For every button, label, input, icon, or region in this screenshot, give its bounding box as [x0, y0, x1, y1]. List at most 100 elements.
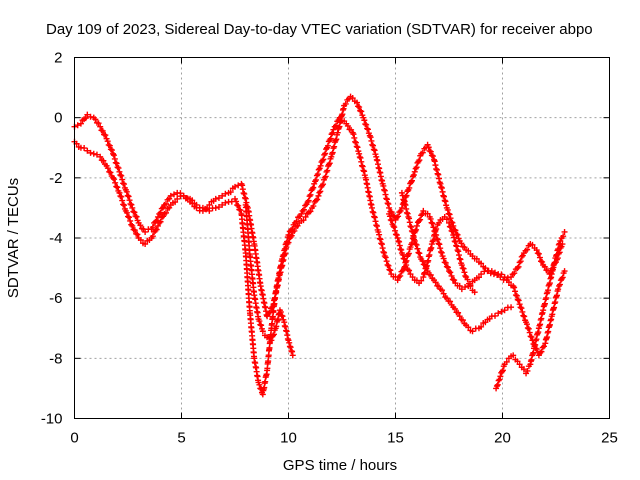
data-point: [442, 198, 449, 205]
data-point: [219, 192, 226, 199]
data-point: [153, 217, 160, 224]
data-point: [417, 216, 424, 223]
data-point: [124, 192, 131, 199]
data-point: [258, 322, 265, 329]
data-point: [406, 215, 413, 222]
data-point: [106, 142, 113, 149]
data-point: [383, 258, 390, 265]
data-point: [371, 214, 378, 221]
data-point: [424, 210, 431, 217]
data-point: [379, 245, 386, 252]
data-point: [361, 117, 368, 124]
data-point: [456, 313, 463, 320]
data-point: [517, 304, 524, 311]
data-point: [324, 167, 331, 174]
data-point: [111, 155, 118, 162]
data-point: [358, 108, 365, 115]
data-point: [385, 262, 392, 269]
data-point: [157, 209, 164, 216]
data-point: [538, 348, 545, 355]
data-point: [116, 189, 123, 196]
data-point: [441, 259, 448, 266]
data-point: [120, 201, 127, 208]
data-point: [354, 144, 361, 151]
data-point: [558, 275, 565, 282]
data-point: [525, 325, 532, 332]
data-point: [219, 201, 226, 208]
data-point: [388, 217, 395, 224]
data-point: [503, 358, 510, 365]
data-point: [535, 250, 542, 257]
data-point: [152, 227, 159, 234]
data-point: [429, 220, 436, 227]
data-point: [353, 99, 360, 106]
data-point: [461, 269, 468, 276]
data-point: [117, 193, 124, 200]
data-point: [93, 151, 100, 158]
data-point: [439, 188, 446, 195]
data-point: [516, 361, 523, 368]
data-point: [556, 281, 563, 288]
data-point: [445, 210, 452, 217]
data-point: [515, 263, 522, 270]
data-point: [212, 195, 219, 202]
data-point: [241, 190, 248, 197]
data-point: [233, 198, 240, 205]
data-point: [409, 177, 416, 184]
data-point: [433, 235, 440, 242]
data-point: [407, 223, 414, 230]
data-point: [406, 184, 413, 191]
data-point: [453, 231, 460, 238]
data-point: [534, 250, 541, 257]
data-point: [515, 297, 522, 304]
data-point: [471, 289, 478, 296]
data-point: [302, 213, 309, 220]
data-point: [310, 203, 317, 210]
data-point: [446, 268, 452, 275]
data-point: [177, 190, 184, 197]
data-point: [369, 208, 376, 215]
data-point: [396, 242, 403, 249]
data-point: [492, 312, 499, 319]
data-point: [107, 169, 114, 176]
data-point: [499, 367, 506, 374]
data-point: [425, 144, 432, 151]
data-point: [193, 204, 200, 211]
data-point: [453, 242, 460, 249]
data-point: [356, 150, 363, 157]
data-point: [426, 147, 433, 154]
data-point: [456, 255, 463, 262]
data-point: [118, 172, 125, 179]
data-point: [236, 206, 243, 213]
data-point: [266, 309, 273, 316]
data-point: [431, 158, 438, 165]
data-point: [111, 176, 118, 183]
data-point: [519, 308, 526, 315]
data-point: [112, 159, 119, 166]
data-point: [523, 321, 530, 328]
data-point: [162, 209, 169, 216]
data-point: [113, 183, 120, 190]
data-point: [413, 226, 420, 233]
data-point: [482, 265, 489, 272]
data-point: [108, 147, 115, 154]
data-point: [356, 104, 363, 111]
data-point: [287, 344, 294, 351]
data-point: [533, 247, 540, 254]
data-point: [314, 171, 321, 178]
data-point: [421, 269, 428, 276]
data-point: [355, 103, 362, 110]
data-point: [394, 235, 401, 241]
data-point: [269, 304, 276, 311]
data-point: [409, 228, 416, 235]
data-point: [277, 309, 284, 316]
data-point: [381, 249, 388, 256]
data-point: [299, 207, 306, 214]
data-point: [478, 260, 485, 267]
data-point: [553, 251, 560, 258]
data-point: [529, 241, 536, 248]
data-point: [505, 279, 512, 286]
data-point: [324, 142, 331, 149]
data-point: [142, 228, 149, 235]
data-point: [448, 272, 455, 279]
